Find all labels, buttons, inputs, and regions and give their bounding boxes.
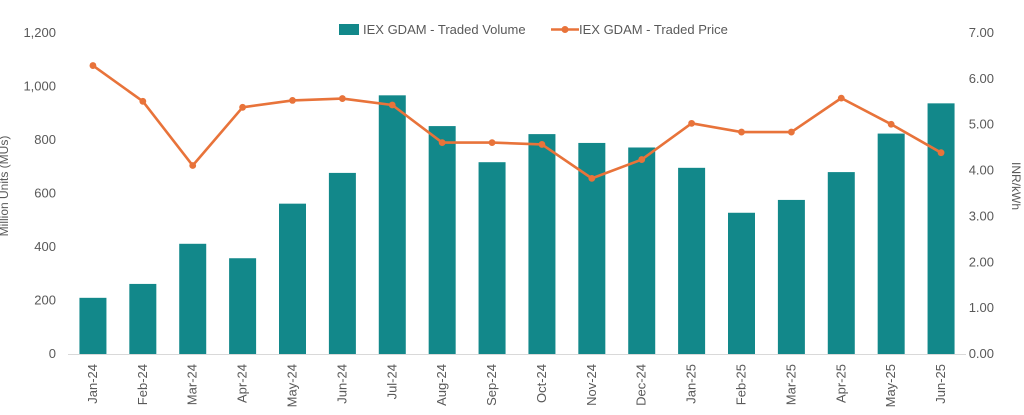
- price-point: [488, 139, 496, 147]
- price-series: [89, 62, 945, 182]
- x-tick-label: Feb-24: [135, 364, 150, 405]
- volume-bar: [378, 95, 406, 354]
- legend-price-label: IEX GDAM - Traded Price: [579, 22, 728, 37]
- y-left-tick-label: 0: [49, 346, 56, 361]
- price-point: [887, 120, 895, 128]
- volume-bar: [79, 297, 107, 354]
- x-tick-label: Jan-24: [85, 364, 100, 404]
- y-left-tick-label: 1,200: [23, 25, 56, 40]
- x-tick-label: May-25: [883, 364, 898, 407]
- price-point: [289, 97, 296, 104]
- y-right-tick-label: 1.00: [969, 300, 994, 315]
- y-right-tick-label: 5.00: [969, 117, 994, 132]
- y-right-tick-label: 3.00: [969, 208, 994, 223]
- legend-price-marker: [561, 26, 569, 33]
- x-tick-label: Jul-24: [384, 364, 399, 399]
- x-tick-label: Feb-25: [734, 364, 749, 405]
- volume-bar: [927, 103, 955, 354]
- volume-bar: [229, 258, 257, 354]
- price-point: [338, 95, 346, 102]
- volume-bar: [678, 167, 706, 354]
- x-tick-label: Dec-24: [634, 364, 649, 406]
- volume-bar: [777, 199, 805, 354]
- legend: IEX GDAM - Traded Volume IEX GDAM - Trad…: [339, 22, 728, 37]
- price-point: [239, 103, 247, 111]
- y-right-axis-title: INR/kWh: [1009, 162, 1023, 210]
- price-point: [837, 94, 845, 102]
- price-point: [937, 149, 945, 157]
- price-point: [139, 97, 147, 105]
- volume-bar: [827, 172, 855, 354]
- x-tick-label: Apr-24: [235, 364, 250, 403]
- volume-bar: [129, 283, 157, 354]
- volume-bar: [328, 172, 356, 354]
- x-tick-label: Apr-25: [833, 364, 848, 403]
- x-tick-label: Oct-24: [534, 364, 549, 403]
- price-point: [89, 62, 97, 69]
- volume-bar: [877, 133, 905, 354]
- price-line: [92, 64, 942, 180]
- y-right-tick-label: 7.00: [969, 25, 994, 40]
- x-tick-label: Jan-25: [684, 364, 699, 404]
- x-tick-label: Jun-24: [334, 364, 349, 404]
- x-tick-label: Mar-24: [185, 364, 200, 405]
- y-left-axis-title: Million Units (MUs): [0, 136, 11, 237]
- y-right-axis: 0.00 1.00 2.00 3.00 4.00 5.00 6.00 7.00: [969, 25, 994, 361]
- x-tick-label: Mar-25: [783, 364, 798, 405]
- volume-bar: [628, 147, 656, 354]
- price-point: [438, 139, 446, 147]
- y-left-tick-label: 200: [34, 293, 56, 308]
- price-point: [787, 128, 795, 136]
- price-point: [538, 141, 546, 148]
- price-point: [738, 128, 745, 136]
- y-right-tick-label: 2.00: [969, 254, 994, 269]
- volume-bar: [528, 134, 556, 354]
- volume-bar: [728, 212, 755, 354]
- y-right-tick-label: 6.00: [969, 71, 994, 86]
- price-point: [388, 101, 396, 109]
- y-left-tick-label: 400: [34, 239, 56, 254]
- x-axis: Jan-24 Feb-24 Mar-24 Apr-24 May-24 Jun-24 Jul-…: [85, 364, 948, 407]
- x-tick-label: Sep-24: [484, 364, 499, 406]
- x-tick-label: May-24: [285, 364, 300, 407]
- legend-volume-label: IEX GDAM - Traded Volume: [363, 22, 526, 37]
- volume-bar: [279, 203, 306, 354]
- volume-bar: [179, 243, 207, 354]
- volume-bar: [478, 162, 506, 354]
- y-left-axis: 0 200 400 600 800 1,000 1,200: [23, 25, 56, 361]
- y-left-tick-label: 600: [34, 186, 56, 201]
- y-left-tick-label: 800: [34, 132, 56, 147]
- price-point: [688, 119, 696, 127]
- volume-bars: [79, 95, 955, 354]
- y-left-tick-label: 1,000: [23, 79, 56, 94]
- price-point: [189, 162, 197, 169]
- y-right-tick-label: 4.00: [969, 163, 994, 178]
- y-right-tick-label: 0.00: [969, 346, 994, 361]
- x-tick-label: Aug-24: [434, 364, 449, 406]
- price-point: [638, 156, 646, 163]
- volume-bar: [428, 126, 456, 354]
- x-tick-label: Nov-24: [584, 364, 599, 406]
- legend-volume-swatch: [339, 24, 359, 35]
- x-tick-label: Jun-25: [933, 364, 948, 404]
- price-point: [588, 174, 596, 182]
